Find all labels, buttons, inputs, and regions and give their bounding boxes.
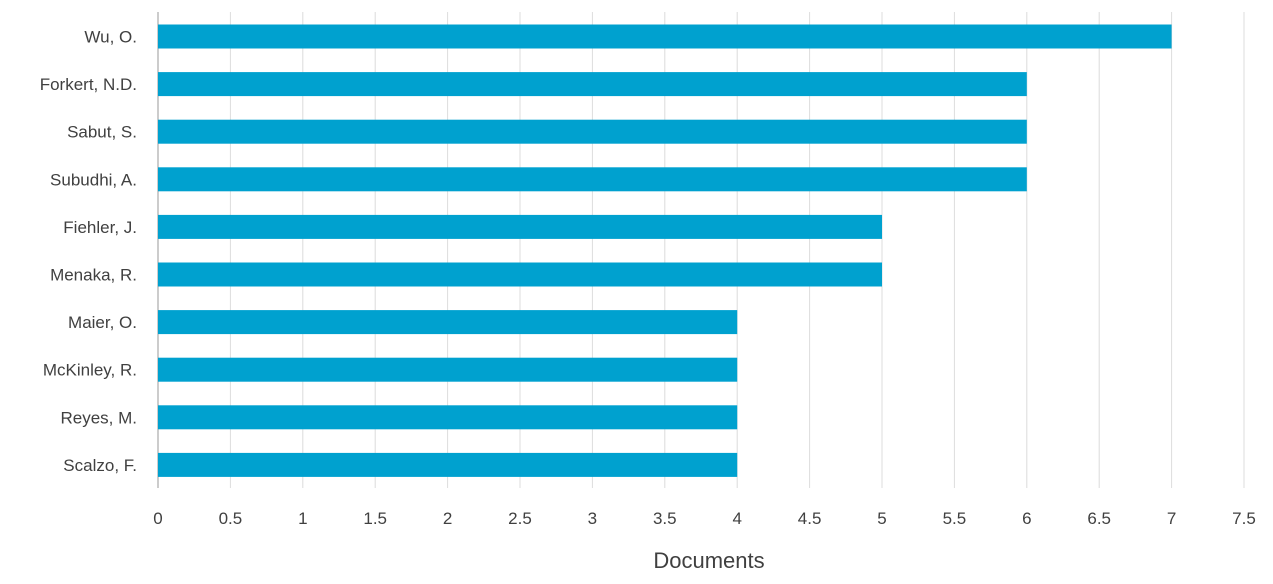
- category-label: Subudhi, A.: [50, 170, 137, 189]
- x-tick-label: 3.5: [653, 509, 677, 528]
- x-tick-label: 1: [298, 509, 307, 528]
- category-label: Fiehler, J.: [63, 218, 137, 237]
- x-tick-label: 2.5: [508, 509, 532, 528]
- x-tick-label: 2: [443, 509, 452, 528]
- category-label: McKinley, R.: [43, 361, 137, 380]
- x-tick-label: 6: [1022, 509, 1031, 528]
- x-tick-labels: 0 0.5 1 1.5 2 2.5 3 3.5 4 4.5 5 5.5 6 6.5 7 7.5: [153, 509, 1256, 528]
- x-tick-label: 7: [1167, 509, 1176, 528]
- category-label: Reyes, M.: [60, 408, 137, 427]
- bar: [158, 262, 882, 287]
- x-tick-label: 1.5: [363, 509, 387, 528]
- x-tick-label: 4: [732, 509, 741, 528]
- x-tick-label: 7.5: [1232, 509, 1256, 528]
- category-labels: Wu, O. Forkert, N.D. Sabut, S. Subudhi, A. F…: [40, 28, 137, 475]
- x-tick-label: 3: [588, 509, 597, 528]
- bar: [158, 452, 738, 477]
- bar: [158, 357, 738, 382]
- bar: [158, 214, 882, 239]
- bar-layer: [158, 24, 1172, 477]
- x-tick-label: 4.5: [798, 509, 822, 528]
- x-tick-label: 0: [153, 509, 162, 528]
- x-tick-label: 5.5: [943, 509, 967, 528]
- x-axis-title: Documents: [653, 548, 764, 573]
- bar: [158, 167, 1027, 192]
- bar: [158, 24, 1172, 49]
- bar: [158, 72, 1027, 97]
- bar: [158, 310, 738, 335]
- x-tick-label: 5: [877, 509, 886, 528]
- x-tick-label: 0.5: [219, 509, 243, 528]
- category-label: Wu, O.: [84, 28, 137, 47]
- bar: [158, 119, 1027, 144]
- x-tick-label: 6.5: [1087, 509, 1111, 528]
- category-label: Maier, O.: [68, 313, 137, 332]
- category-label: Forkert, N.D.: [40, 75, 137, 94]
- bar: [158, 405, 738, 430]
- category-label: Sabut, S.: [67, 123, 137, 142]
- category-label: Menaka, R.: [50, 266, 137, 285]
- category-label: Scalzo, F.: [63, 456, 137, 475]
